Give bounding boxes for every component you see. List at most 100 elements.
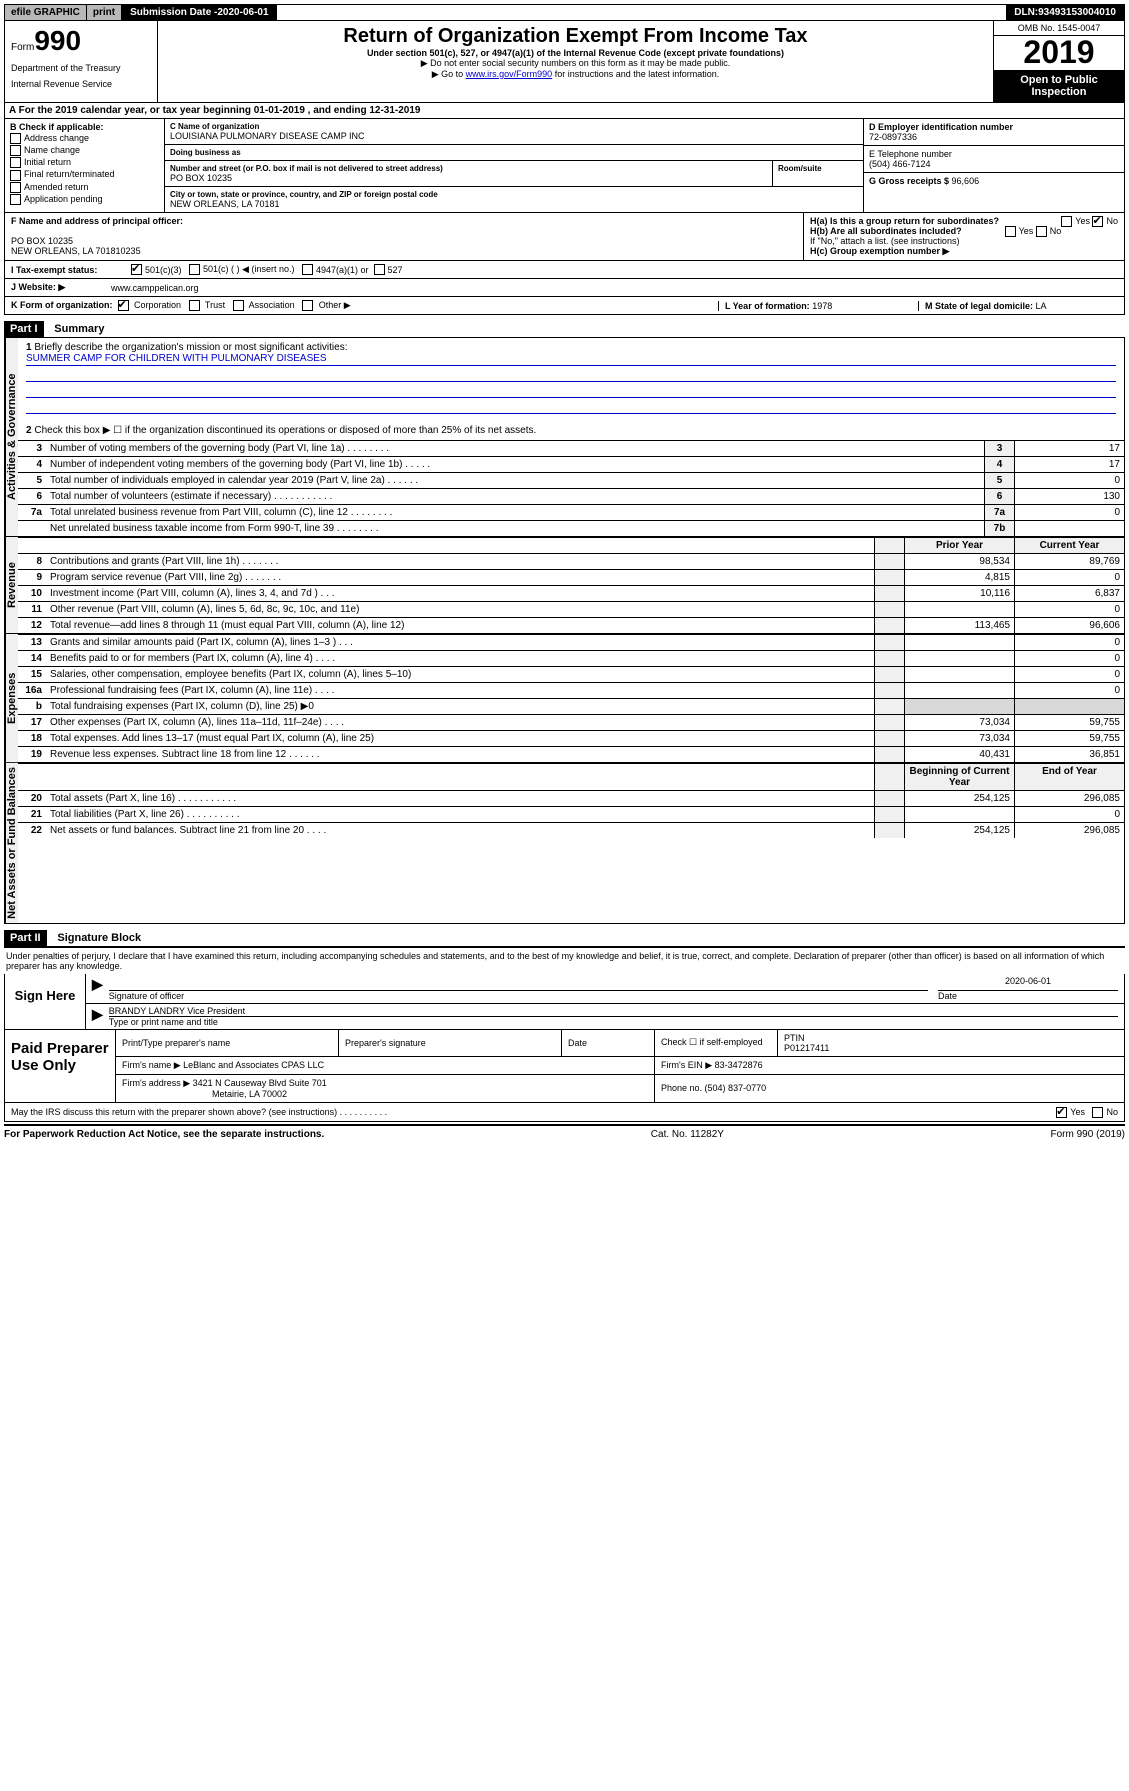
hb-yes[interactable] <box>1005 226 1016 237</box>
dba-label: Doing business as <box>170 148 858 157</box>
current-amt: 0 <box>1014 683 1124 698</box>
prior-amt <box>904 602 1014 617</box>
discuss-no-label: No <box>1106 1107 1118 1117</box>
line-desc: Total revenue—add lines 8 through 11 (mu… <box>46 618 874 633</box>
discuss-yes[interactable] <box>1056 1107 1067 1118</box>
print-btn[interactable]: print <box>87 5 122 20</box>
street-row: Number and street (or P.O. box if mail i… <box>165 161 863 187</box>
line-box: 4 <box>984 457 1014 472</box>
line-spacer <box>874 791 904 806</box>
note-ssn: ▶ Do not enter social security numbers o… <box>164 58 987 69</box>
q1: Briefly describe the organization's miss… <box>34 342 347 353</box>
checkbox-row: Initial return <box>10 157 159 168</box>
ha-yes[interactable] <box>1061 216 1072 227</box>
line-desc: Investment income (Part VIII, column (A)… <box>46 586 874 601</box>
rev-header: Prior Year Current Year <box>18 537 1124 553</box>
line-num: 12 <box>18 618 46 633</box>
line-spacer <box>874 554 904 569</box>
phone-label: E Telephone number <box>869 149 1119 159</box>
line-desc: Number of voting members of the governin… <box>46 441 984 456</box>
discuss-no[interactable] <box>1092 1107 1103 1118</box>
gov-line: 3Number of voting members of the governi… <box>18 440 1124 456</box>
submission-date: Submission Date - 2020-06-01 <box>122 5 276 20</box>
opt-527: 527 <box>388 265 403 275</box>
data-line: 14Benefits paid to or for members (Part … <box>18 650 1124 666</box>
current-amt: 36,851 <box>1014 747 1124 762</box>
checkbox[interactable] <box>10 145 21 156</box>
korg-row: K Form of organization: Corporation Trus… <box>4 297 1125 315</box>
efile-btn[interactable]: efile GRAPHIC <box>5 5 87 20</box>
h-section: H(a) Is this a group return for subordin… <box>804 213 1124 260</box>
data-line: 20Total assets (Part X, line 16) . . . .… <box>18 790 1124 806</box>
h-ptin: PTIN <box>784 1033 805 1043</box>
checkbox[interactable] <box>10 194 21 205</box>
checkbox[interactable] <box>10 157 21 168</box>
current-amt: 0 <box>1014 807 1124 822</box>
net-header: Beginning of Current Year End of Year <box>18 763 1124 790</box>
netassets-body: Beginning of Current Year End of Year 20… <box>18 763 1124 923</box>
note-goto: ▶ Go to www.irs.gov/Form990 for instruct… <box>164 69 987 80</box>
dept-irs: Internal Revenue Service <box>11 79 151 89</box>
preparer-table: Print/Type preparer's name Preparer's si… <box>115 1030 1124 1102</box>
ha-no[interactable] <box>1092 216 1103 227</box>
line-desc: Salaries, other compensation, employee b… <box>46 667 874 682</box>
m-value: LA <box>1036 301 1047 311</box>
goto-post: for instructions and the latest informat… <box>552 69 719 79</box>
line-spacer <box>874 635 904 650</box>
yes-label: Yes <box>1075 216 1090 226</box>
preparer-section: Paid Preparer Use Only Print/Type prepar… <box>4 1030 1125 1103</box>
checkbox[interactable] <box>10 133 21 144</box>
arrow-icon2: ▶ <box>92 1006 109 1027</box>
part2-title: Signature Block <box>49 932 141 944</box>
opt-501c3: 501(c)(3) <box>145 265 182 275</box>
form-header: Form990 Department of the Treasury Inter… <box>4 21 1125 103</box>
prior-amt <box>904 651 1014 666</box>
opt-501c: 501(c) ( ) ◀ (insert no.) <box>203 264 294 275</box>
submission-value: 2020-06-01 <box>217 7 268 18</box>
hb-no[interactable] <box>1036 226 1047 237</box>
chk-501c3[interactable] <box>131 264 142 275</box>
line-amt: 0 <box>1014 473 1124 488</box>
period-pre: A For the 2019 calendar year, or tax yea… <box>9 105 254 116</box>
phone-box: E Telephone number (504) 466-7124 <box>864 146 1124 173</box>
principal-label: F Name and address of principal officer: <box>11 216 183 226</box>
line-num: 18 <box>18 731 46 746</box>
line-amt: 17 <box>1014 441 1124 456</box>
firm-phone-label: Phone no. <box>661 1083 705 1093</box>
irs-link[interactable]: www.irs.gov/Form990 <box>466 69 553 79</box>
line-box: 3 <box>984 441 1014 456</box>
chk-4947[interactable] <box>302 264 313 275</box>
title-box: Return of Organization Exempt From Incom… <box>158 21 994 102</box>
h-note: If "No," attach a list. (see instruction… <box>810 236 1118 246</box>
state-domicile: M State of legal domicile: LA <box>918 301 1118 311</box>
chk-trust[interactable] <box>189 300 200 311</box>
line-spacer <box>874 747 904 762</box>
form-id: Form990 Department of the Treasury Inter… <box>5 21 158 102</box>
checkbox[interactable] <box>10 182 21 193</box>
form-number: 990 <box>34 25 81 56</box>
line-box: 7b <box>984 521 1014 536</box>
website-label: J Website: ▶ <box>11 282 111 293</box>
chk-other[interactable] <box>302 300 313 311</box>
chk-501c[interactable] <box>189 264 200 275</box>
line-spacer <box>874 823 904 838</box>
chk-527[interactable] <box>374 264 385 275</box>
line-num: 11 <box>18 602 46 617</box>
tax-status-label: I Tax-exempt status: <box>11 265 131 275</box>
current-amt: 0 <box>1014 651 1124 666</box>
chk-assoc[interactable] <box>233 300 244 311</box>
prior-amt: 10,116 <box>904 586 1014 601</box>
l-label: L Year of formation: <box>725 301 812 311</box>
checkbox[interactable] <box>10 170 21 181</box>
discuss-yes-label: Yes <box>1070 1107 1085 1117</box>
firm-ein: 83-3472876 <box>715 1060 763 1070</box>
checkbox-label: Final return/terminated <box>24 169 115 179</box>
checkbox-row: Final return/terminated <box>10 169 159 180</box>
checkbox-row: Address change <box>10 133 159 144</box>
chk-corp[interactable] <box>118 300 129 311</box>
line-num: 13 <box>18 635 46 650</box>
boy-hdr: Beginning of Current Year <box>904 764 1014 790</box>
l-value: 1978 <box>812 301 832 311</box>
prior-amt <box>904 699 1014 714</box>
prior-amt: 73,034 <box>904 731 1014 746</box>
